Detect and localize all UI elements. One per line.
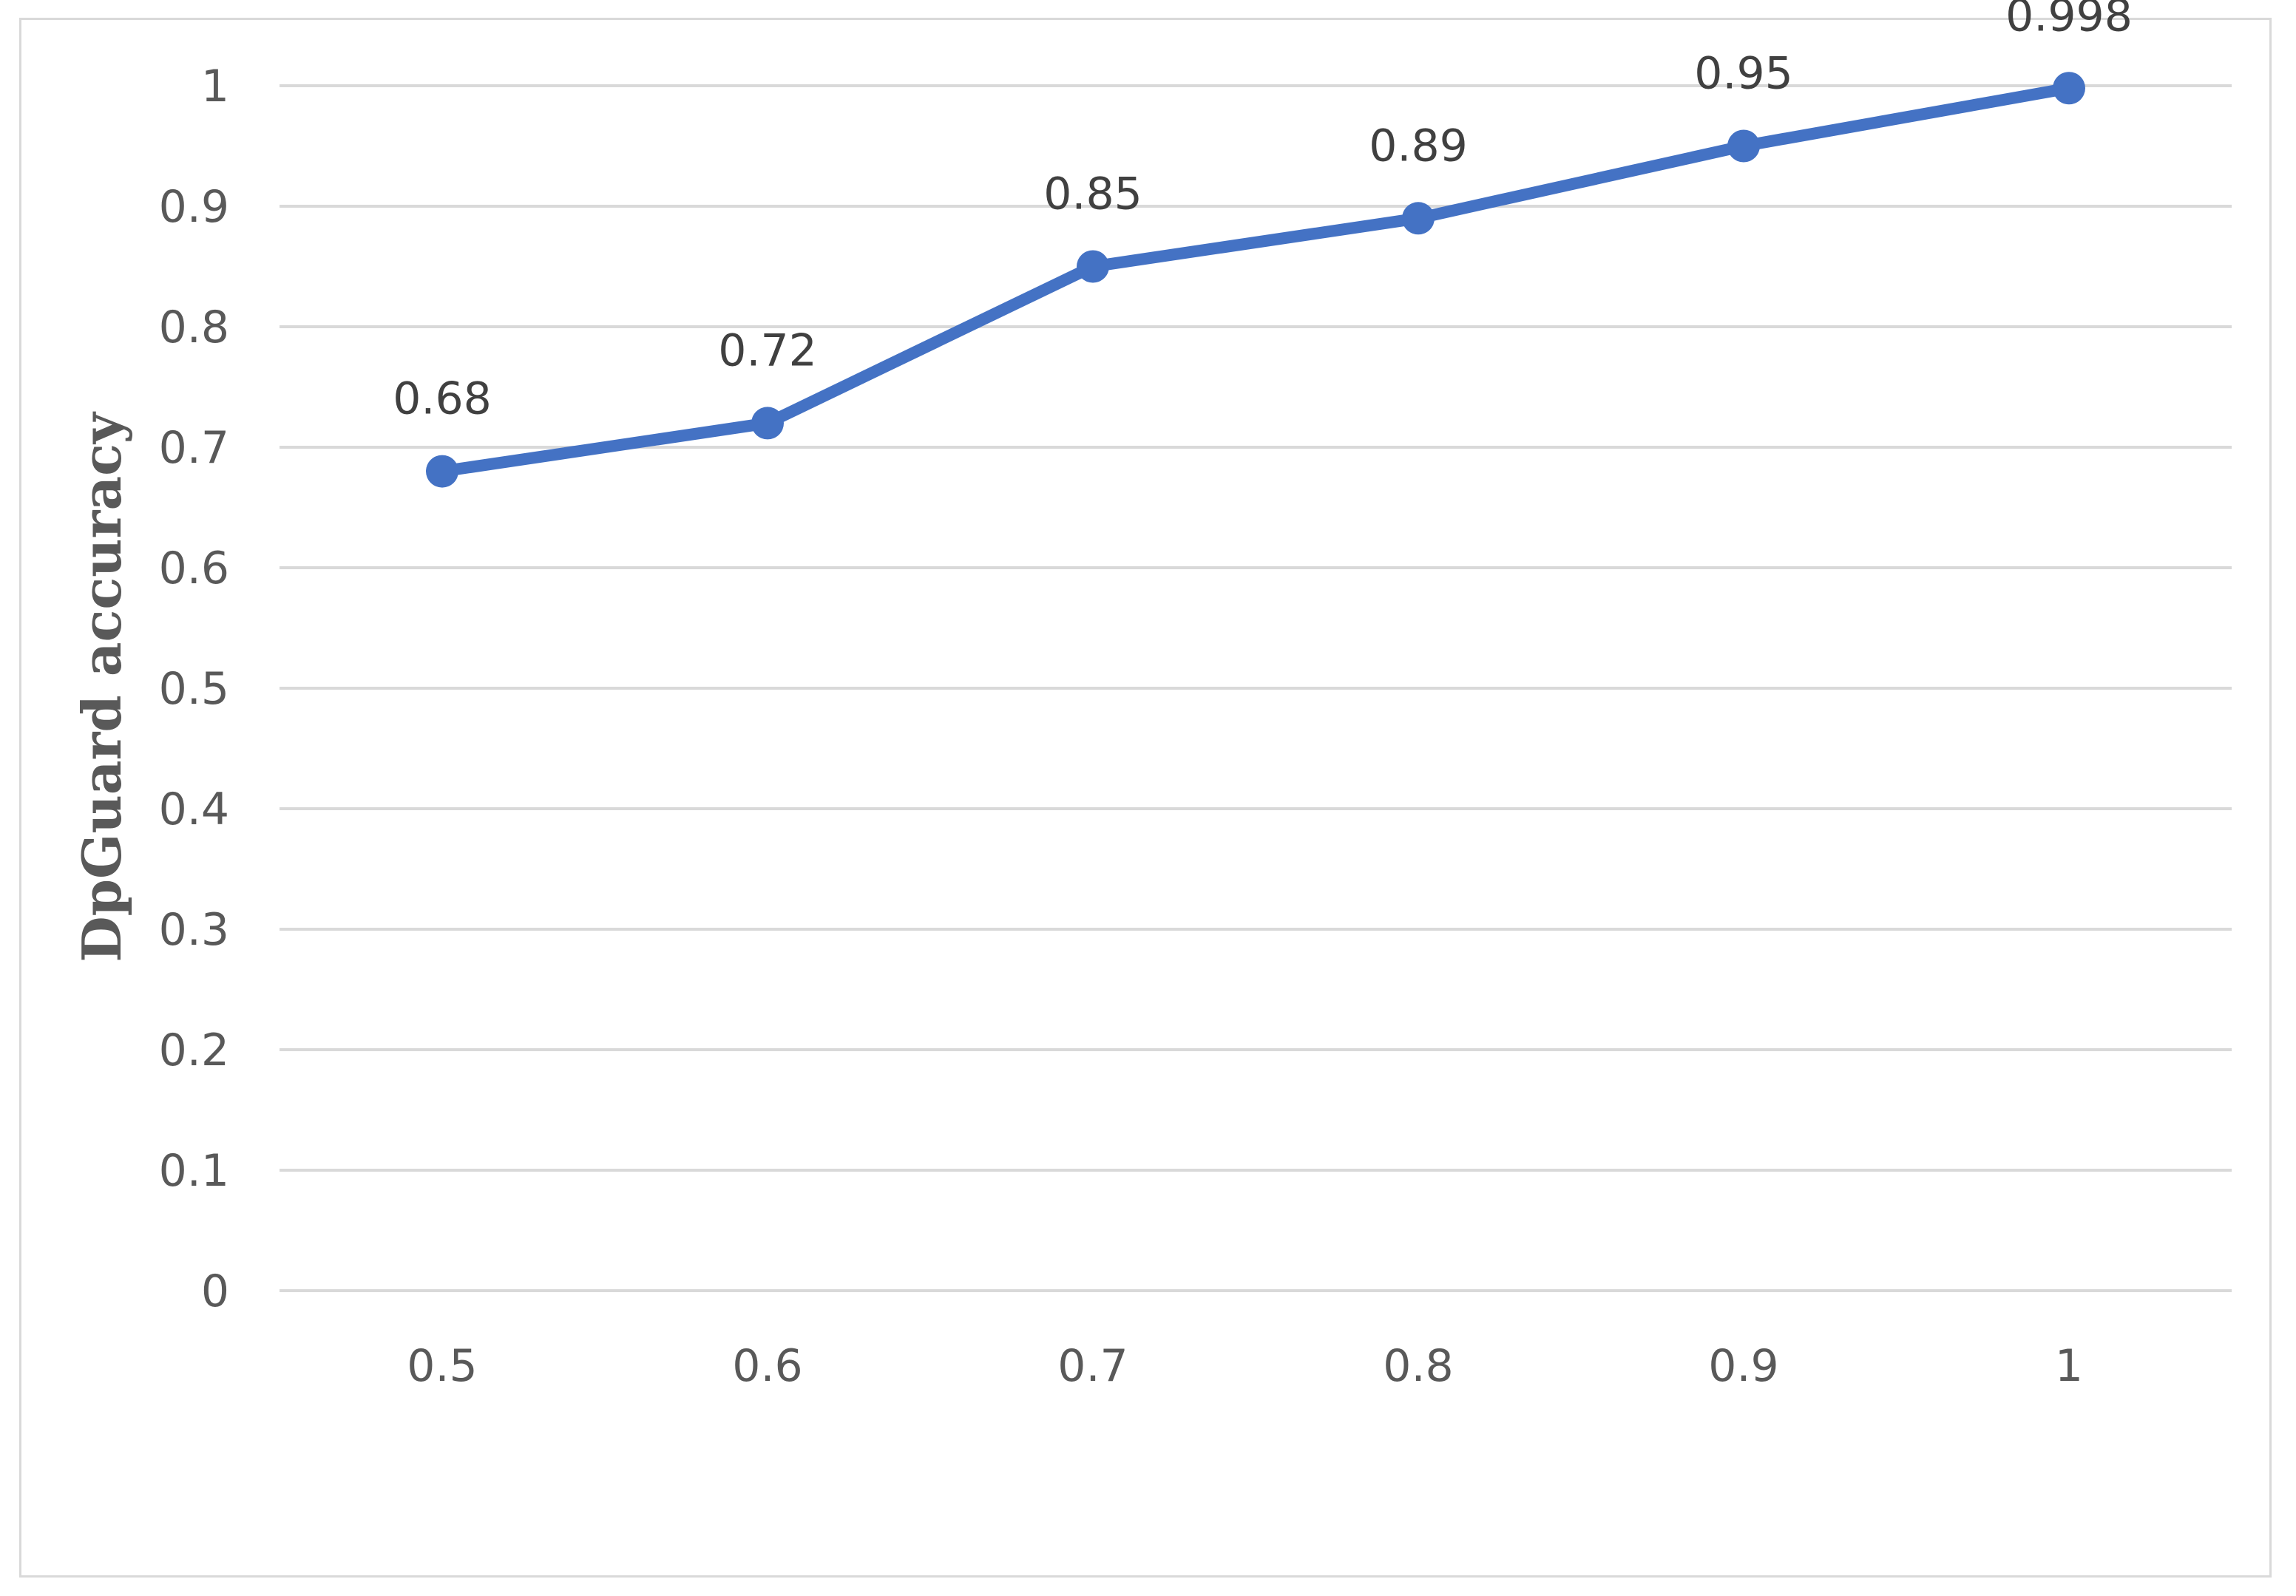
x-tick-label: 0.6 — [732, 1340, 802, 1392]
y-tick-label: 0.2 — [159, 1025, 229, 1076]
y-tick-label: 0 — [201, 1266, 229, 1317]
x-tick-label: 1 — [2055, 1340, 2083, 1392]
x-tick-label: 0.8 — [1383, 1340, 1453, 1392]
data-point — [426, 455, 458, 488]
y-tick-label: 0.3 — [159, 904, 229, 956]
y-tick-label: 0.8 — [159, 302, 229, 353]
y-axis-ticks: 0 0.1 0.2 0.3 0.4 0.5 0.6 0.7 0.8 0.9 1 — [159, 61, 229, 1317]
data-label: 0.68 — [393, 373, 492, 425]
data-label: 0.72 — [718, 325, 817, 376]
y-tick-label: 0.9 — [159, 181, 229, 233]
data-label: 0.89 — [1369, 120, 1468, 172]
series-line — [436, 82, 2075, 478]
x-tick-label: 0.7 — [1057, 1340, 1128, 1392]
y-tick-label: 0.1 — [159, 1145, 229, 1197]
data-label: 0.85 — [1043, 169, 1142, 220]
y-tick-label: 1 — [201, 61, 229, 112]
x-axis-ticks: 0.5 0.6 0.7 0.8 0.9 1 — [407, 1340, 2083, 1392]
data-point — [751, 407, 784, 440]
y-axis-title: DpGuard accuracy — [70, 411, 133, 962]
data-point — [1402, 202, 1435, 235]
series-layer — [426, 72, 2085, 488]
y-tick-label: 0.7 — [159, 422, 229, 474]
data-point — [2053, 72, 2085, 105]
data-point — [1727, 129, 1760, 163]
y-tick-label: 0.4 — [159, 784, 229, 835]
x-tick-label: 0.9 — [1708, 1340, 1778, 1392]
data-labels: 0.68 0.72 0.85 0.89 0.95 0.998 — [393, 0, 2133, 425]
x-tick-label: 0.5 — [407, 1340, 477, 1392]
data-label: 0.95 — [1694, 48, 1793, 100]
data-label: 0.998 — [2005, 0, 2133, 41]
chart-frame — [19, 18, 2272, 1578]
y-tick-label: 0.6 — [159, 543, 229, 594]
y-tick-label: 0.5 — [159, 663, 229, 715]
gridlines — [280, 84, 2232, 1292]
data-point — [1077, 250, 1109, 283]
